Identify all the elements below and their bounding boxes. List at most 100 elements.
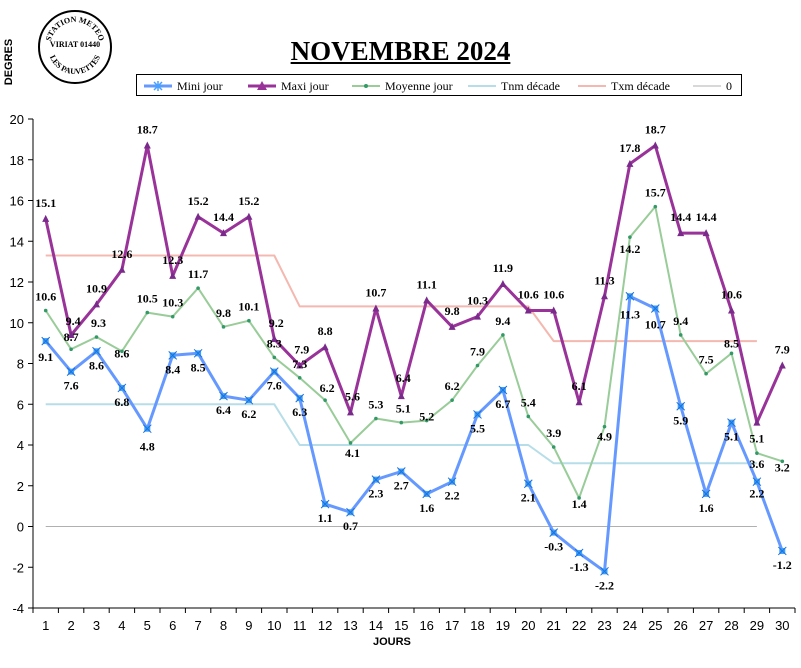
mini-marker-cross <box>142 424 152 434</box>
data-label: 14.4 <box>670 210 691 224</box>
data-label: 10.6 <box>35 290 56 304</box>
data-label: 7.3 <box>292 357 307 371</box>
mini-point <box>346 507 355 517</box>
y-tick-label: 14 <box>10 234 24 249</box>
maxi-point <box>524 306 532 314</box>
data-label: 15.2 <box>238 194 259 208</box>
moyenne-point <box>602 424 607 429</box>
mini-point <box>777 546 787 556</box>
data-label: 9.4 <box>673 314 688 328</box>
x-tick-label: 14 <box>369 618 383 633</box>
x-tick-label: 4 <box>118 618 125 633</box>
x-tick-label: 30 <box>775 618 789 633</box>
data-label: 1.1 <box>318 511 333 525</box>
legend-label: Txm décade <box>611 79 670 93</box>
y-tick-label: 12 <box>10 275 24 290</box>
maxi-point <box>397 392 405 400</box>
maxi-point <box>143 141 151 149</box>
data-label: 7.6 <box>267 379 282 393</box>
mini-point <box>574 548 584 558</box>
x-tick-label: 26 <box>673 618 687 633</box>
maxi-point <box>474 312 481 320</box>
data-label: 5.1 <box>749 432 764 446</box>
data-label: 4.1 <box>345 446 360 460</box>
moyenne-point <box>475 363 480 368</box>
mini-point <box>66 367 76 377</box>
data-label: -2.2 <box>595 578 614 592</box>
data-label: 8.7 <box>64 330 79 344</box>
moyenne-point <box>678 333 683 337</box>
maxi-point <box>550 306 558 314</box>
y-tick-label: -2 <box>12 560 24 575</box>
data-label: -1.2 <box>773 558 792 572</box>
x-tick-label: 10 <box>267 618 281 633</box>
mini-point <box>447 477 457 487</box>
data-label: 5.5 <box>470 421 485 435</box>
x-tick-label: 13 <box>343 618 357 633</box>
mini-marker-cross <box>219 391 228 401</box>
mini-marker-cross <box>777 546 787 556</box>
data-label: 8.5 <box>191 360 206 374</box>
x-tick-label: 20 <box>521 618 535 633</box>
mini-point <box>727 418 736 427</box>
maxi-point <box>778 361 786 369</box>
x-tick-label: 8 <box>220 618 227 633</box>
mini-point <box>142 424 152 434</box>
mini-marker-cross <box>676 401 686 411</box>
y-tick-label: 2 <box>17 479 24 494</box>
data-label: 1.4 <box>572 497 587 511</box>
mini-point <box>422 489 432 499</box>
data-label: 11.1 <box>417 277 437 291</box>
data-label: 8.6 <box>114 346 129 360</box>
data-label: 11.3 <box>620 307 640 321</box>
legend-label: Moyenne jour <box>385 79 453 93</box>
mini-marker-cross <box>625 291 635 301</box>
data-label: 6.4 <box>216 403 231 417</box>
y-tick-label: 8 <box>17 357 24 372</box>
x-tick-label: 18 <box>470 618 484 633</box>
mini-marker-cross <box>498 385 508 395</box>
data-label: 6.2 <box>445 379 460 393</box>
maxi-point <box>67 330 75 338</box>
y-tick-label: -4 <box>12 601 24 616</box>
series-line-1 <box>44 294 784 573</box>
mini-marker-cross <box>66 367 76 377</box>
data-label: 14.4 <box>696 210 717 224</box>
mini-point <box>473 410 482 419</box>
mini-marker-cross <box>650 304 660 313</box>
mini-marker-cross <box>193 348 203 358</box>
mini-marker-cross <box>346 507 355 517</box>
y-tick-label: 20 <box>10 112 24 127</box>
data-label: 5.4 <box>521 395 536 409</box>
x-tick-label: 5 <box>144 618 151 633</box>
x-tick-label: 16 <box>419 618 433 633</box>
mini-marker-cross <box>727 418 736 427</box>
data-label: 6.2 <box>241 407 256 421</box>
mini-marker-cross <box>295 393 305 403</box>
data-label: 10.5 <box>137 292 158 306</box>
maxi-point <box>169 271 177 279</box>
mini-marker-cross <box>92 346 101 356</box>
legend: Mini jour Maxi jour Moyenne jour Tnm déc… <box>136 74 742 96</box>
mini-marker-cross <box>320 499 330 509</box>
data-label: 12.6 <box>111 247 132 261</box>
mini-point <box>219 391 228 401</box>
mini-point <box>600 566 609 576</box>
data-label: 10.6 <box>721 288 742 302</box>
mini-marker-cross <box>574 548 584 558</box>
data-label: 3.9 <box>546 426 561 440</box>
maxi-point <box>753 418 761 426</box>
series-line-4 <box>45 403 757 465</box>
data-label: 14.2 <box>619 242 640 256</box>
data-label: 6.1 <box>572 379 587 393</box>
moyenne-point <box>43 308 48 313</box>
data-label: 8.5 <box>724 336 739 350</box>
x-tick-label: 11 <box>293 618 307 633</box>
maxi-point <box>321 343 329 351</box>
data-label: 1.6 <box>419 501 434 515</box>
mini-point <box>752 477 762 487</box>
legend-label: Tnm décade <box>501 79 560 93</box>
moyenne-point <box>247 318 251 323</box>
mini-point <box>523 479 533 489</box>
moyenne-point <box>348 441 353 445</box>
